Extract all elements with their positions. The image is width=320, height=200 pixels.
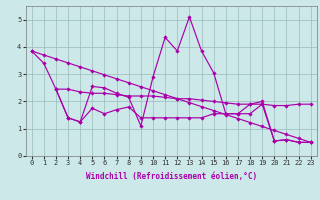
X-axis label: Windchill (Refroidissement éolien,°C): Windchill (Refroidissement éolien,°C): [86, 172, 257, 181]
